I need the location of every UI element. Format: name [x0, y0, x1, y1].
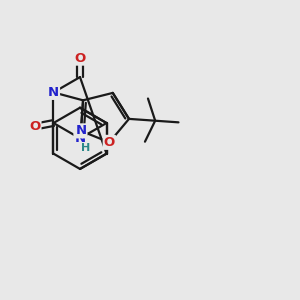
Text: N: N [75, 124, 86, 137]
Text: O: O [74, 52, 86, 64]
Text: N: N [48, 86, 59, 99]
Text: O: O [29, 120, 40, 133]
Text: H: H [81, 143, 90, 153]
Text: N: N [74, 132, 86, 145]
Text: O: O [104, 136, 115, 149]
